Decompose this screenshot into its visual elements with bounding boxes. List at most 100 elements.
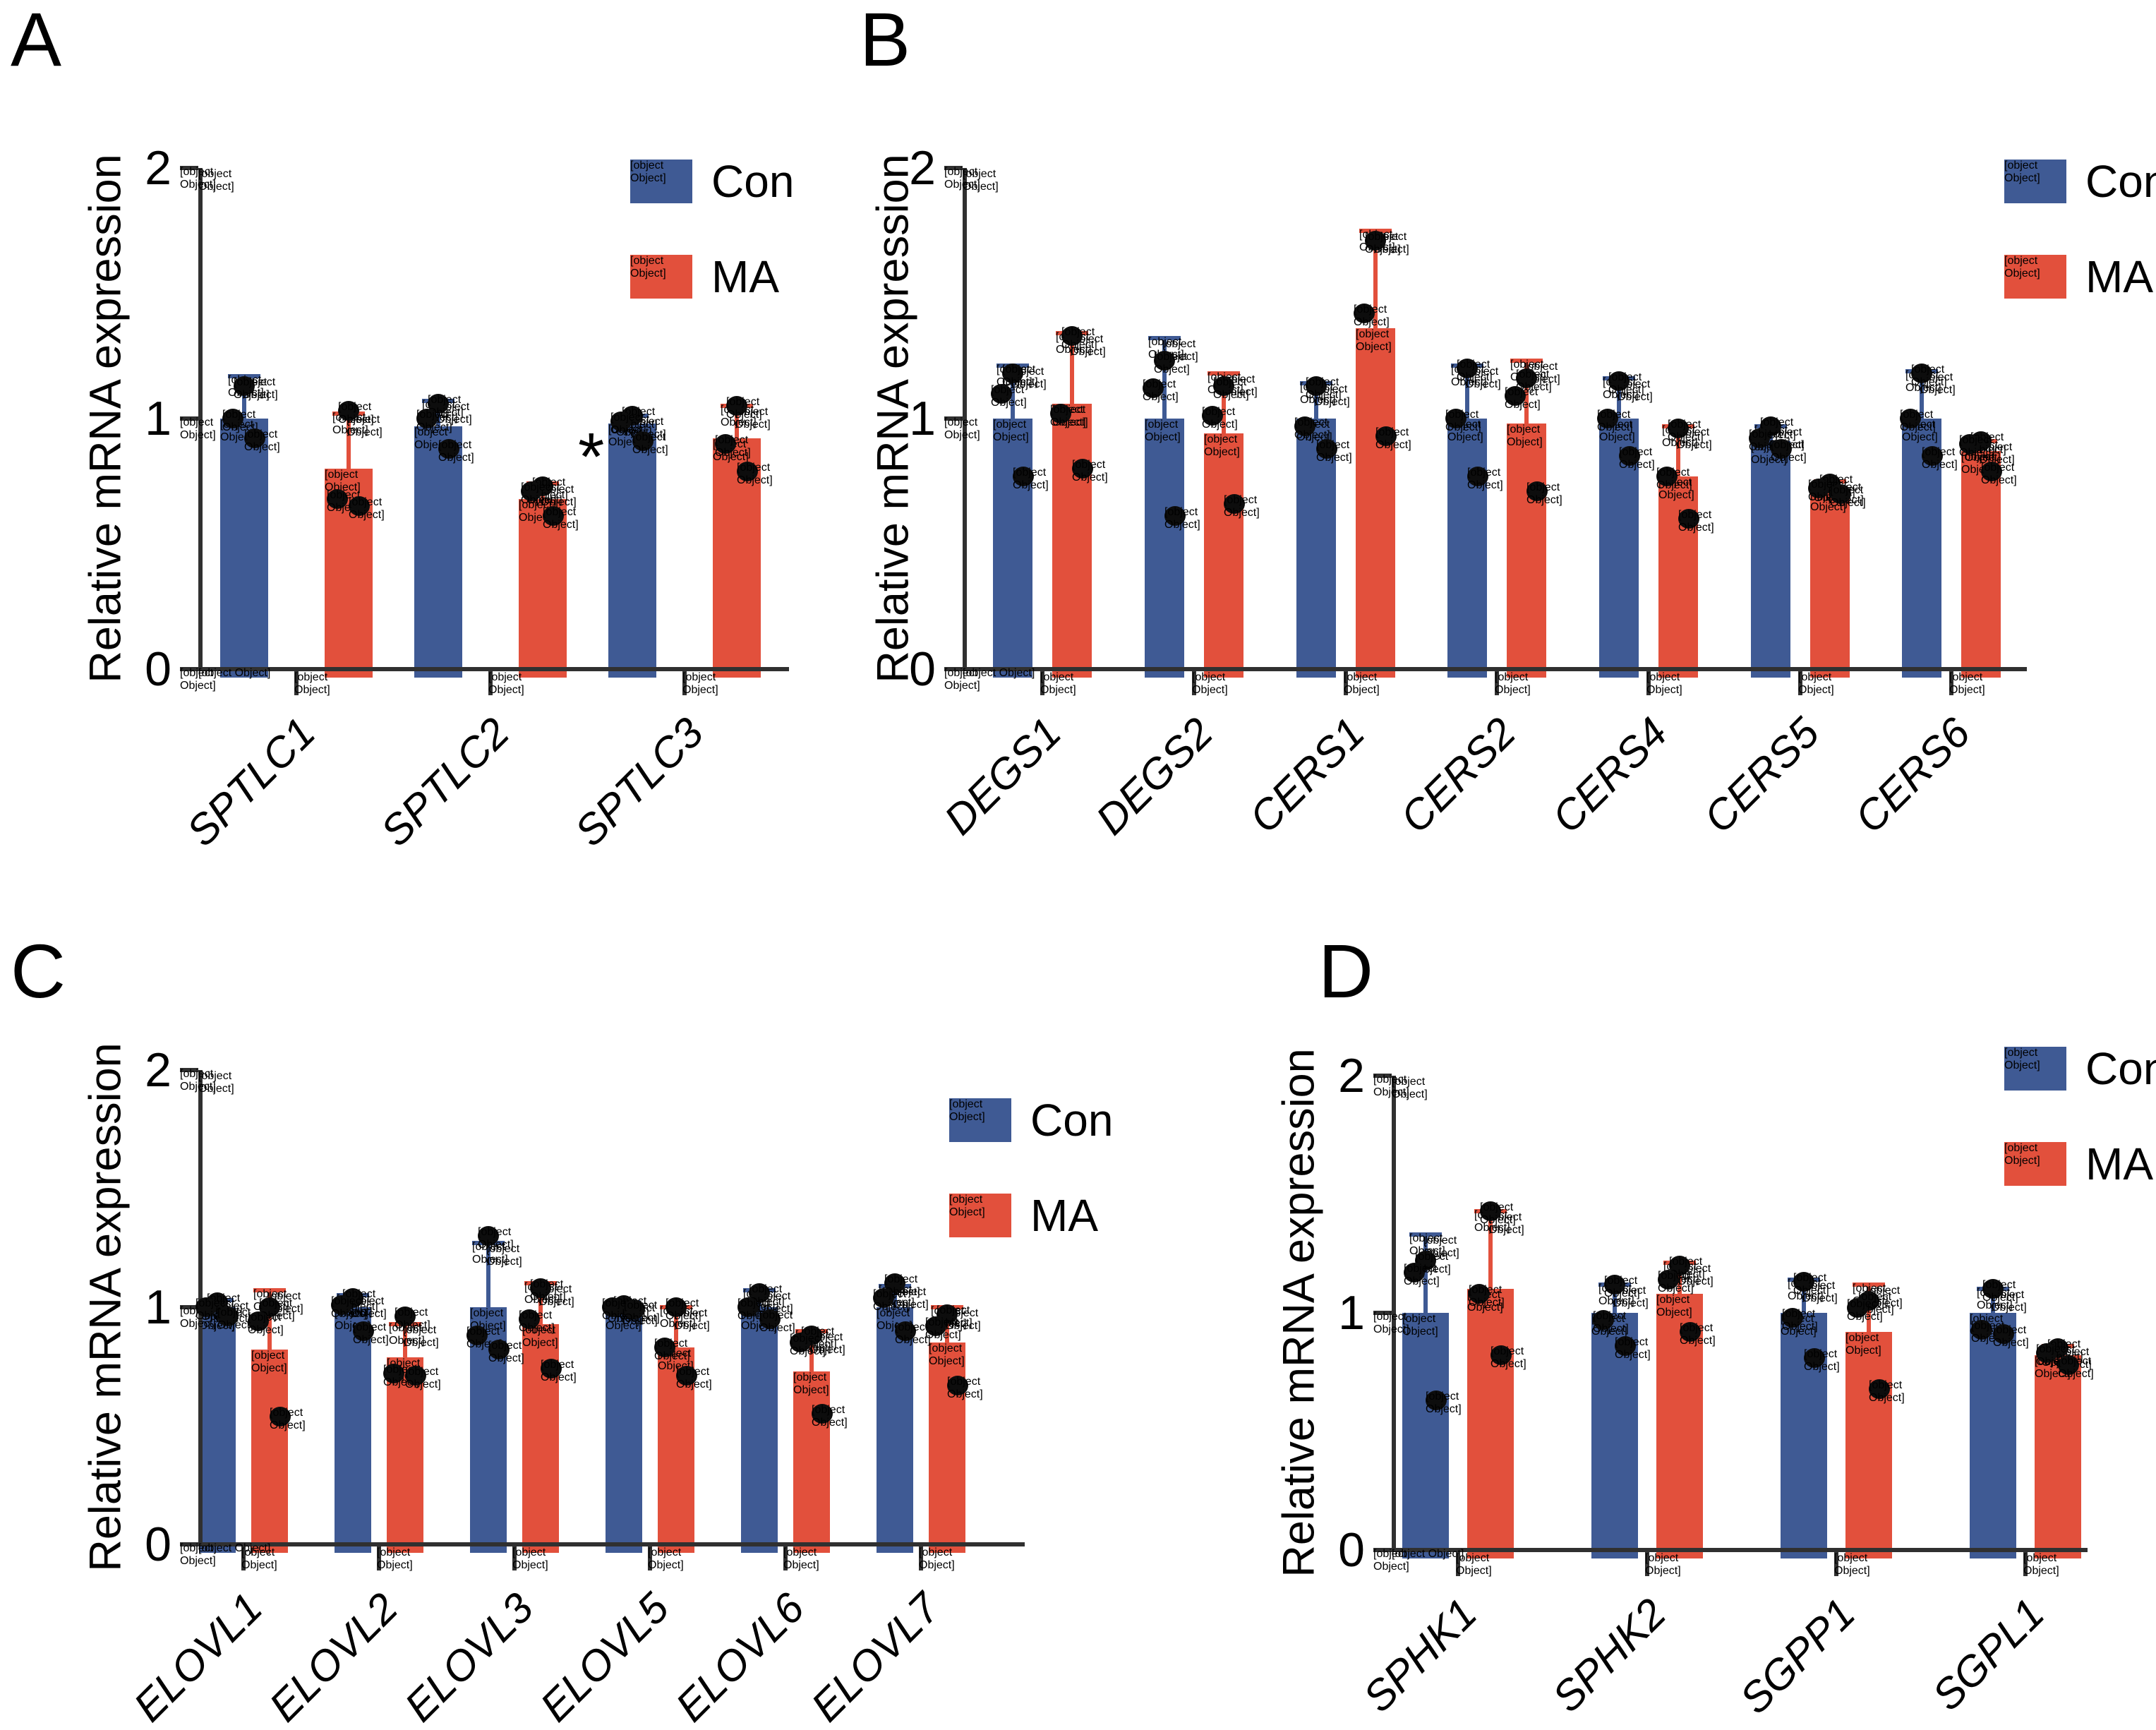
y-tick-label-A: 0	[145, 642, 171, 696]
data-point-CERS4-Con: [object Object]	[1597, 409, 1633, 433]
data-point-SPHK2-MA: [object Object]	[1658, 1269, 1694, 1295]
legend-label-ma-C: MA	[1030, 1190, 1098, 1241]
data-point-SPHK2-Con: [object Object]	[1604, 1274, 1640, 1299]
x-tick-label-ELOVL6: ELOVL6	[666, 1583, 814, 1730]
bar-SPTLC2-Con: [object Object]	[414, 426, 462, 678]
data-point-SPHK1-MA: [object Object]	[1469, 1284, 1505, 1309]
error-cap-CERS2-MA: [object Object]	[1510, 359, 1546, 383]
data-point-SGPL1-Con: [object Object]	[1993, 1324, 2029, 1350]
data-point-CERS2-Con: [object Object]	[1467, 466, 1503, 491]
bar-CERS1-Con: [object Object]	[1296, 419, 1336, 678]
data-point-SPHK1-Con: [object Object]	[1404, 1262, 1440, 1287]
data-point-ELOVL7-MA: [object Object]	[947, 1375, 983, 1400]
x-tick-B: [object Object]	[1192, 671, 1228, 696]
data-point-DEGS1-MA: [object Object]	[1072, 459, 1108, 483]
data-point-ELOVL3-MA: [object Object]	[530, 1278, 566, 1304]
x-tick-label-CERS1: CERS1	[1240, 708, 1374, 842]
data-point-SPTLC2-MA: [object Object]	[543, 506, 579, 531]
data-point-SPTLC1-Con: [object Object]	[222, 409, 258, 433]
data-point-CERS4-MA: [object Object]	[1656, 466, 1692, 491]
data-point-SGPL1-MA: [object Object]	[2058, 1354, 2094, 1380]
y-tick-D: [object Object]	[1373, 1074, 1409, 1098]
bar-SGPL1-MA: [object Object]	[2035, 1355, 2081, 1558]
data-point-SPTLC1-MA: [object Object]	[349, 496, 385, 522]
data-point-SPTLC1-Con: [object Object]	[244, 428, 280, 454]
data-point-CERS6-Con: [object Object]	[1900, 409, 1936, 433]
x-tick-label-DEGS1: DEGS1	[935, 708, 1071, 844]
legend-label-con-C: Con	[1030, 1095, 1114, 1146]
legend-swatch-ma-D: [object Object]	[2004, 1142, 2066, 1186]
data-point-SGPL1-Con: [object Object]	[1982, 1279, 2018, 1304]
data-point-ELOVL3-Con: [object Object]	[478, 1226, 514, 1251]
y-tick-A: [object Object]	[180, 667, 216, 692]
data-point-ELOVL6-MA: [object Object]	[812, 1404, 848, 1429]
data-point-CERS4-MA: [object Object]	[1668, 419, 1704, 444]
data-point-ELOVL7-Con: [object Object]	[873, 1287, 909, 1313]
bar-SPTLC1-Con: [object Object]	[220, 419, 268, 678]
legend-swatch-ma-C: [object Object]	[949, 1194, 1011, 1237]
bar-CERS4-MA: [object Object]	[1658, 476, 1698, 678]
data-point-SPTLC3-MA: [object Object]	[715, 433, 751, 459]
data-point-DEGS1-Con: [object Object]	[991, 383, 1027, 409]
bar-CERS5-MA: [object Object]	[1810, 488, 1850, 678]
x-tick-label-SGPP1: SGPP1	[1730, 1589, 1865, 1723]
data-point-SPTLC2-Con: [object Object]	[428, 393, 464, 419]
data-point-SPTLC2-MA: [object Object]	[521, 481, 557, 506]
data-point-CERS5-MA: [object Object]	[1830, 483, 1866, 509]
x-tick-C: [object Object]	[919, 1546, 955, 1571]
data-point-ELOVL2-MA: [object Object]	[405, 1366, 441, 1391]
data-point-CERS4-Con: [object Object]	[1619, 446, 1655, 471]
y-axis-title-A: Relative mRNA expression	[80, 154, 131, 683]
data-point-ELOVL2-MA: [object Object]	[383, 1364, 419, 1389]
data-point-DEGS1-MA: [object Object]	[1061, 325, 1097, 351]
bar-CERS2-Con: [object Object]	[1447, 419, 1487, 678]
x-tick-label-CERS2: CERS2	[1391, 708, 1525, 842]
data-point-ELOVL6-MA: [object Object]	[801, 1326, 837, 1351]
data-point-DEGS1-Con: [object Object]	[1002, 364, 1038, 389]
y-tick-A: [object Object]	[180, 166, 216, 191]
x-tick-A: [object Object]	[294, 671, 330, 696]
data-point-SGPL1-Con: [object Object]	[1971, 1319, 2007, 1345]
legend-label-ma-A: MA	[711, 251, 779, 302]
data-point-ELOVL6-Con: [object Object]	[737, 1297, 773, 1322]
data-point-CERS6-Con: [object Object]	[1922, 446, 1958, 471]
data-point-CERS2-MA: [object Object]	[1505, 386, 1541, 412]
x-tick-label-ELOVL7: ELOVL7	[802, 1583, 949, 1730]
error-cap-SGPP1-MA: [object Object]	[1853, 1282, 1889, 1307]
error-cap-ELOVL1-MA: [object Object]	[253, 1288, 289, 1313]
data-point-ELOVL5-Con: [object Object]	[624, 1299, 660, 1325]
data-point-ELOVL2-MA: [object Object]	[395, 1306, 430, 1332]
x-tick-D: [object Object]	[1834, 1552, 1870, 1577]
data-point-ELOVL1-MA: [object Object]	[270, 1406, 306, 1431]
y-tick-D: [object Object]	[1373, 1548, 1409, 1573]
legend-label-ma-D: MA	[2085, 1139, 2153, 1189]
y-axis-title-B: Relative mRNA expression	[868, 154, 918, 683]
data-point-SPTLC2-Con: [object Object]	[438, 438, 474, 464]
data-point-SPHK2-Con: [object Object]	[1593, 1310, 1629, 1335]
data-point-DEGS2-Con: [object Object]	[1143, 378, 1179, 404]
x-tick-label-SPTLC2: SPTLC2	[371, 708, 519, 855]
data-point-SGPP1-Con: [object Object]	[1793, 1272, 1829, 1297]
x-tick-label-DEGS2: DEGS2	[1087, 708, 1222, 844]
bar-ELOVL6-MA: [object Object]	[793, 1371, 830, 1553]
bar-SGPP1-MA: [object Object]	[1845, 1331, 1892, 1558]
data-point-SPHK1-MA: [object Object]	[1480, 1201, 1516, 1226]
y-tick-D: [object Object]	[1373, 1311, 1409, 1335]
y-tick-label-B: 2	[909, 141, 936, 195]
bar-ELOVL1-Con: [object Object]	[199, 1307, 236, 1553]
data-point-ELOVL5-MA: [object Object]	[666, 1297, 701, 1322]
legend-swatch-con-A: [object Object]	[630, 160, 692, 203]
data-point-ELOVL6-Con: [object Object]	[759, 1309, 795, 1334]
data-point-ELOVL7-MA: [object Object]	[925, 1316, 961, 1341]
data-point-SGPL1-MA: [object Object]	[2036, 1343, 2072, 1369]
panel-letter-A: A	[11, 0, 62, 82]
bar-ELOVL6-Con: [object Object]	[741, 1307, 778, 1553]
data-point-DEGS1-Con: [object Object]	[1013, 466, 1049, 491]
x-tick-B: [object Object]	[1798, 671, 1834, 696]
y-tick-label-D: 1	[1338, 1286, 1365, 1340]
data-point-SPHK1-Con: [object Object]	[1426, 1390, 1462, 1416]
bar-ELOVL3-MA: [object Object]	[522, 1323, 559, 1553]
data-point-CERS1-MA: [object Object]	[1375, 426, 1411, 451]
y-tick-C: [object Object]	[180, 1542, 216, 1567]
x-tick-B: [object Object]	[1495, 671, 1531, 696]
